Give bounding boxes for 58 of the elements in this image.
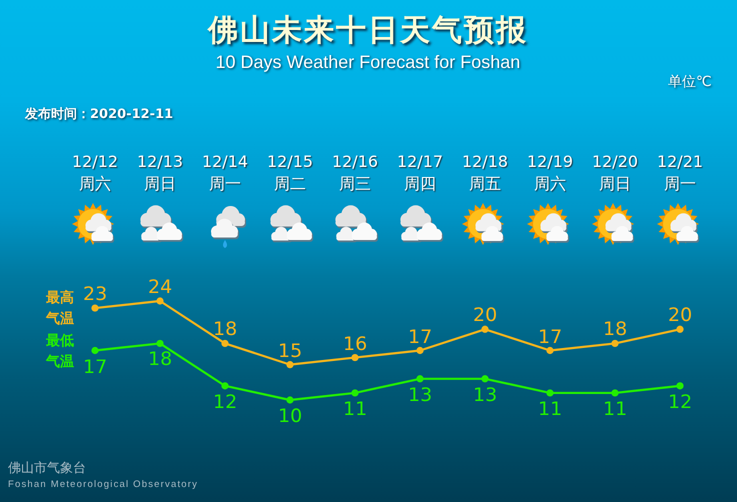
series-label: 最高气温 [46, 288, 75, 328]
data-label: 11 [603, 396, 628, 420]
data-label: 20 [668, 303, 692, 326]
data-label: 20 [473, 303, 498, 326]
data-label: 17 [408, 324, 432, 348]
point [351, 354, 359, 362]
series-label: 最低气温 [46, 330, 75, 370]
data-label: 24 [148, 275, 172, 298]
point [156, 297, 164, 305]
x-tick-label: 12/21 周一 [656, 151, 704, 195]
x-tick-label: 12/20 周日 [590, 151, 640, 195]
point [676, 326, 684, 333]
x-tick-label: 12/12 周六 [70, 151, 120, 195]
data-label: 12 [213, 390, 238, 413]
x-tick-label: 12/18 周五 [460, 151, 510, 195]
data-label: 10 [278, 404, 302, 427]
data-label: 12 [668, 390, 692, 413]
data-label: 17 [538, 324, 562, 348]
data-label: 11 [343, 396, 368, 420]
point [286, 396, 294, 404]
point [221, 340, 229, 348]
data-label: 13 [408, 382, 432, 406]
x-tick-label: 12/16 周三 [330, 151, 380, 195]
text: 发布时间：2020-12-11 [25, 106, 174, 122]
x-tick-label: 12/14 周一 [200, 151, 250, 195]
point [676, 382, 684, 390]
point [546, 346, 554, 354]
data-label: 13 [473, 382, 498, 406]
point [156, 340, 164, 348]
point [481, 375, 489, 382]
point [416, 375, 424, 382]
point [286, 361, 294, 368]
point [91, 346, 99, 354]
x-tick-label: 12/17 周四 [396, 151, 444, 195]
x-tick-label: 12/19 周六 [526, 151, 574, 195]
data-label: 15 [278, 338, 302, 362]
x-tick-label: 12/15 周二 [266, 151, 314, 195]
data-label: 18 [603, 317, 628, 340]
point [221, 382, 229, 390]
point [416, 346, 424, 354]
x-tick-label: 12/13 周日 [136, 151, 184, 195]
data-label: 18 [148, 347, 172, 370]
data-label: 16 [343, 332, 368, 354]
data-label: 18 [213, 317, 238, 340]
point [611, 340, 619, 348]
point [351, 389, 359, 397]
point [611, 389, 619, 397]
point [546, 389, 554, 397]
point [481, 326, 489, 333]
text: Foshan Meteorological Observatory [8, 478, 198, 490]
chart-title: 佛山未来十日天气预报 [208, 12, 528, 48]
point [91, 304, 99, 312]
text: 佛山市气象台 [8, 460, 86, 476]
data-label: 17 [83, 354, 108, 378]
data-label: 23 [83, 282, 108, 305]
text: 单位℃ [668, 74, 712, 90]
data-label: 11 [538, 396, 562, 420]
chart-subtitle: 10 Days Weather Forecast for Foshan [216, 52, 520, 72]
